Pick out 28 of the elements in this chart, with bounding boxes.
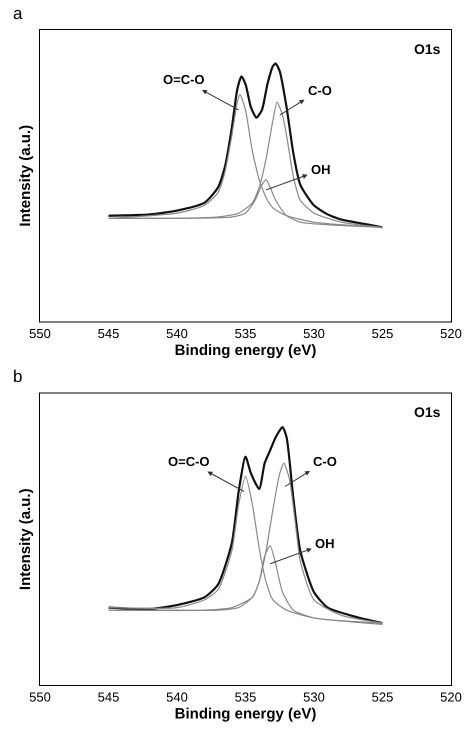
chart-title: b xyxy=(13,367,22,386)
text: O1s xyxy=(414,41,441,57)
y-axis-title: Intensity (a.u.) xyxy=(17,488,34,590)
x-tick-label: 545 xyxy=(98,690,120,705)
annotation: O=C-O xyxy=(168,454,210,469)
x-tick-label: 520 xyxy=(440,690,462,705)
x-tick-label: 525 xyxy=(372,690,394,705)
y-axis-title: Intensity (a.u.) xyxy=(17,124,34,227)
x-tick-label: 550 xyxy=(29,326,51,342)
annotation: O=C-O xyxy=(163,72,205,87)
chart-title: a xyxy=(13,4,23,23)
x-tick-label: 540 xyxy=(166,690,188,705)
x-tick-label: 545 xyxy=(98,326,120,342)
x-tick-label: 530 xyxy=(303,326,325,342)
x-axis-title: Binding energy (eV) xyxy=(174,706,316,723)
x-tick-label: 550 xyxy=(29,690,51,705)
text: O1s xyxy=(414,404,441,420)
x-tick-label: 520 xyxy=(440,326,462,342)
annotation: C-O xyxy=(308,83,332,98)
x-tick-label: 525 xyxy=(372,326,394,342)
annotation: C-O xyxy=(313,454,337,469)
annotation: OH xyxy=(315,536,334,551)
x-tick-label: 535 xyxy=(234,326,256,342)
x-tick-label: 540 xyxy=(166,326,188,342)
annotation: OH xyxy=(311,162,330,177)
x-tick-label: 535 xyxy=(234,690,256,705)
x-tick-label: 530 xyxy=(303,690,325,705)
x-axis-title: Binding energy (eV) xyxy=(174,342,316,360)
